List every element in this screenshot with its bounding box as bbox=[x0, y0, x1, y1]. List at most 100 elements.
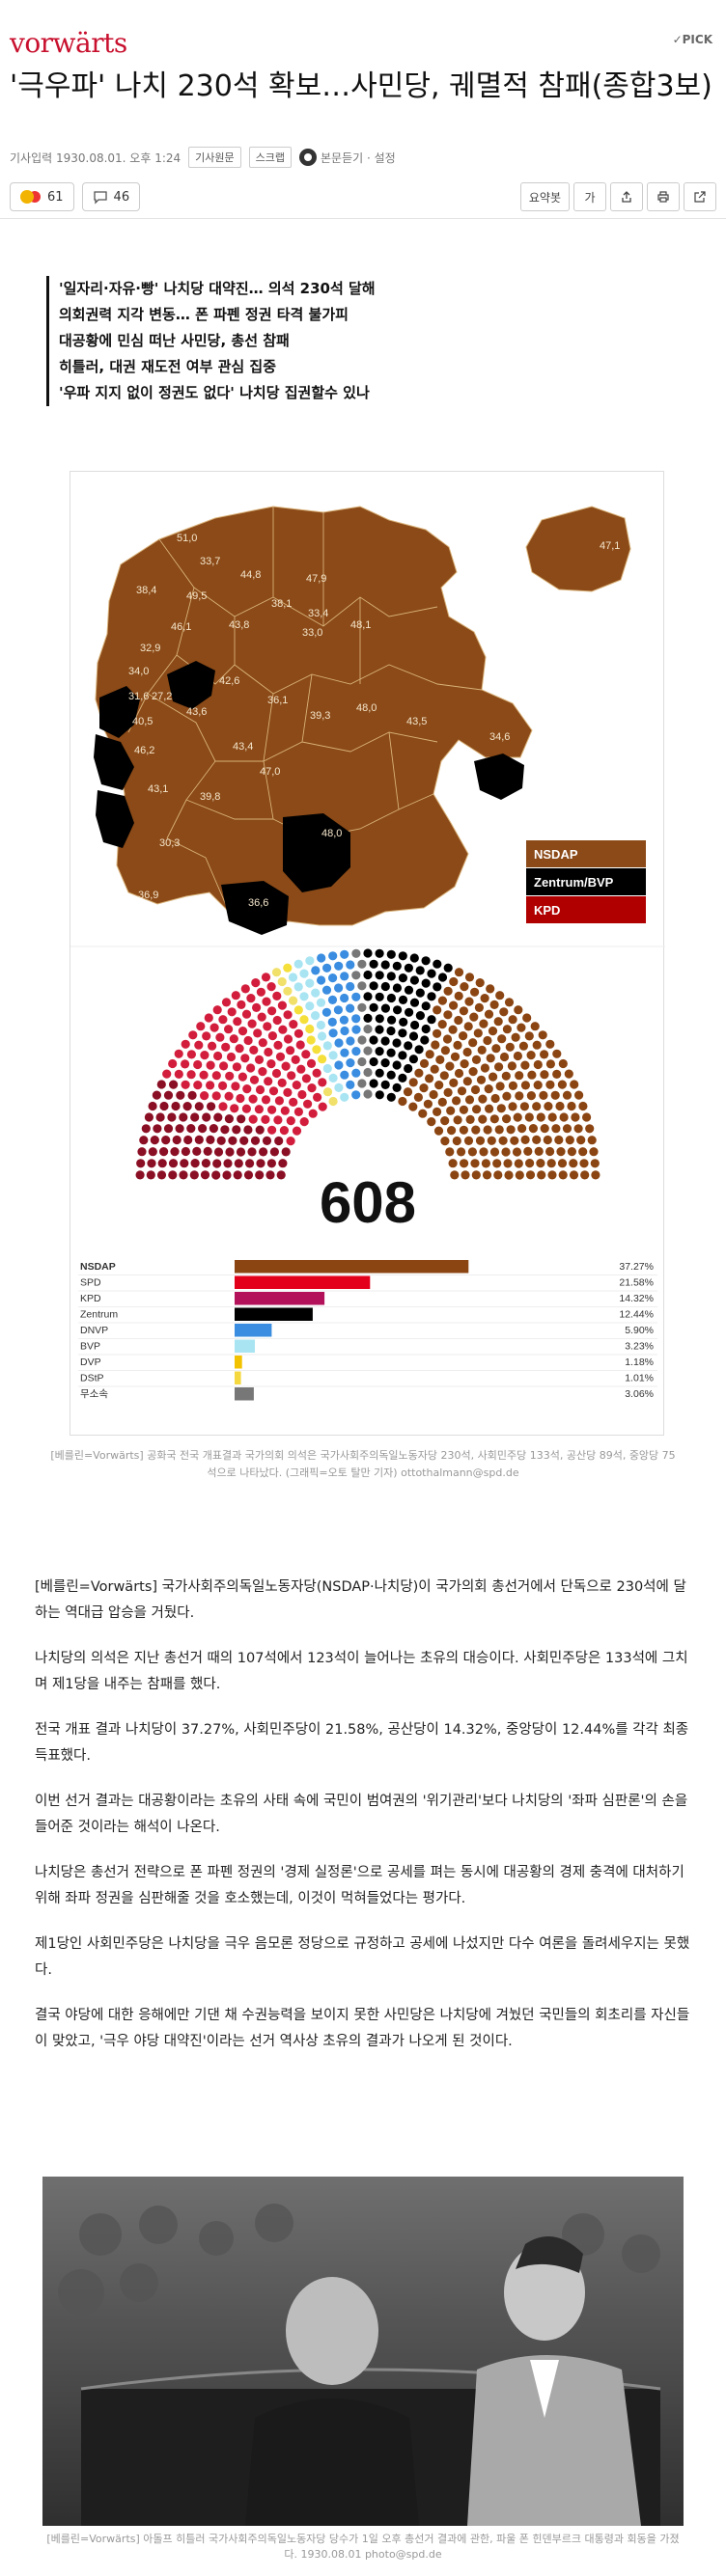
parliament-seat bbox=[386, 1026, 396, 1036]
parliament-seat bbox=[255, 1125, 265, 1135]
party-percent: 12.44% bbox=[619, 1309, 654, 1321]
parliament-seat bbox=[207, 1102, 216, 1111]
parliament-seat bbox=[243, 1035, 253, 1046]
parliament-seat bbox=[241, 1104, 251, 1113]
parliament-seat bbox=[186, 1124, 196, 1134]
emotion-button[interactable]: 61 bbox=[10, 182, 74, 211]
map-value-label: 46,1 bbox=[171, 621, 191, 633]
article-photo[interactable] bbox=[42, 2177, 684, 2566]
parliament-seat bbox=[554, 1135, 564, 1145]
parliament-seat bbox=[585, 1124, 595, 1134]
parliament-seat bbox=[526, 1091, 536, 1101]
font-size-button[interactable]: 가 bbox=[573, 182, 606, 211]
parliament-seat bbox=[254, 1055, 265, 1064]
parliament-seat bbox=[292, 1081, 301, 1090]
parliament-seat bbox=[470, 1159, 480, 1168]
parliament-seat bbox=[256, 987, 265, 997]
parliament-seat bbox=[375, 1068, 384, 1078]
parliament-seat bbox=[183, 1135, 193, 1145]
parliament-seat bbox=[508, 1015, 517, 1025]
parliament-seat bbox=[317, 953, 326, 963]
parliament-seat bbox=[201, 1159, 210, 1168]
print-button[interactable] bbox=[647, 182, 680, 211]
parliament-seat bbox=[174, 1069, 183, 1079]
parliament-seat bbox=[590, 1159, 600, 1168]
original-article-button[interactable]: 기사원문 bbox=[188, 147, 241, 168]
parliament-seat bbox=[589, 1147, 599, 1157]
parliament-seat bbox=[454, 968, 464, 977]
map-value-label: 34,6 bbox=[489, 731, 510, 743]
pick-badge[interactable]: ✓PICK bbox=[673, 33, 712, 46]
parliament-seat bbox=[218, 1102, 228, 1111]
check-icon: ✓ bbox=[672, 33, 683, 46]
parliament-seat bbox=[380, 1003, 390, 1013]
parliament-seat bbox=[523, 1146, 533, 1156]
parliament-seat bbox=[430, 1064, 439, 1074]
site-logo[interactable]: vorwärts bbox=[10, 27, 127, 59]
parliament-seat bbox=[460, 1059, 469, 1069]
parliament-seat bbox=[495, 1082, 505, 1091]
parliament-seat bbox=[480, 994, 489, 1003]
parliament-seat bbox=[297, 1089, 307, 1100]
parliament-seat bbox=[248, 1094, 258, 1104]
parliament-seat bbox=[181, 1080, 190, 1089]
parliament-seat bbox=[524, 1031, 534, 1041]
parliament-seat bbox=[351, 1090, 361, 1100]
party-results-table: NSDAP 37.27% SPD 21.58% KPD 14.32% Zentrum 12.4… bbox=[78, 1260, 657, 1401]
parliament-seat bbox=[392, 1038, 402, 1048]
parliament-seat bbox=[543, 1135, 552, 1145]
parliament-seat bbox=[261, 1114, 270, 1124]
parliament-seat bbox=[448, 1159, 458, 1168]
parliament-seat bbox=[293, 1107, 303, 1116]
parliament-seat bbox=[179, 1112, 188, 1122]
parliament-seat bbox=[501, 1147, 511, 1157]
parliament-seat bbox=[508, 1081, 517, 1090]
parliament-seat bbox=[454, 1068, 464, 1079]
parliament-seat bbox=[413, 1092, 423, 1102]
parliament-seat bbox=[135, 1170, 145, 1180]
parliament-seat bbox=[562, 1090, 572, 1100]
map-value-label: 38,1 bbox=[271, 598, 292, 610]
parliament-seat bbox=[375, 992, 384, 1001]
parliament-seat bbox=[564, 1069, 573, 1079]
parliament-seat bbox=[530, 1022, 540, 1031]
parliament-seat bbox=[157, 1159, 167, 1168]
parliament-seat bbox=[232, 1062, 241, 1072]
summary-bot-button[interactable]: 요약봇 bbox=[519, 182, 570, 211]
parliament-seat bbox=[307, 1083, 317, 1093]
parliament-seat bbox=[299, 1015, 309, 1025]
parliament-seat bbox=[266, 1059, 276, 1069]
map-value-label: 43,1 bbox=[148, 783, 168, 795]
parliament-seat bbox=[502, 1091, 512, 1101]
parliament-seat bbox=[163, 1090, 174, 1100]
parliament-seat bbox=[242, 1084, 252, 1094]
parliament-seat bbox=[246, 994, 256, 1003]
scrap-button[interactable]: 스크랩 bbox=[248, 147, 293, 168]
map-value-label: 42,6 bbox=[219, 675, 239, 687]
summary-line: 의회권력 지각 변동… 폰 파펜 정권 타격 불가피 bbox=[59, 306, 349, 323]
comment-button[interactable]: 46 bbox=[81, 182, 141, 211]
parliament-seat bbox=[156, 1080, 166, 1089]
parliament-seat bbox=[481, 1159, 490, 1168]
parliament-seat bbox=[567, 1147, 577, 1157]
share-button[interactable] bbox=[610, 182, 643, 211]
parliament-seat bbox=[181, 1146, 190, 1157]
party-name: DVP bbox=[80, 1357, 101, 1368]
parliament-seat bbox=[547, 1170, 557, 1180]
parliament-seat bbox=[174, 1049, 183, 1058]
parliament-seat bbox=[213, 1147, 224, 1157]
listen-button[interactable]: 본문듣기 · 설정 bbox=[299, 149, 396, 166]
parliament-seat bbox=[408, 1078, 418, 1087]
parliament-seat bbox=[299, 992, 309, 1001]
parliament-seat bbox=[257, 1012, 266, 1022]
parliament-seat bbox=[289, 1097, 298, 1107]
parliament-seat bbox=[283, 1034, 293, 1044]
more-button[interactable] bbox=[684, 182, 716, 211]
parliament-seat bbox=[453, 1115, 462, 1125]
parliament-seat bbox=[316, 998, 326, 1007]
parliament-seat bbox=[552, 1049, 562, 1058]
parliament-seat bbox=[228, 1136, 237, 1145]
parliament-seat bbox=[536, 1159, 545, 1168]
parliament-seat bbox=[562, 1124, 572, 1134]
parliament-seat bbox=[380, 1080, 390, 1089]
